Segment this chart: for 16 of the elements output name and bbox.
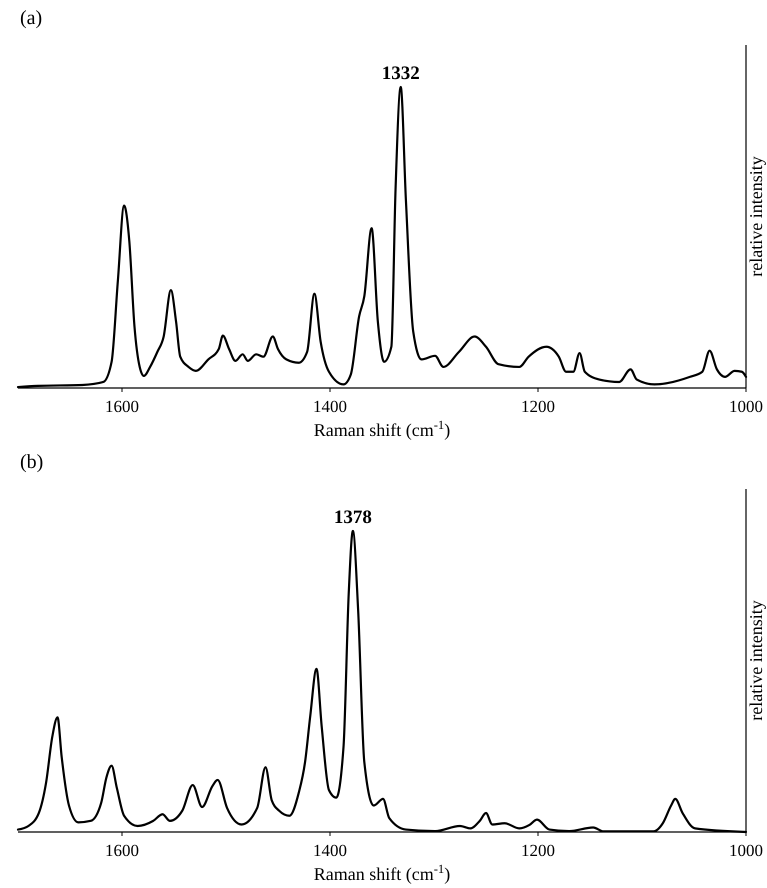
x-tick-label: 1600 (105, 841, 139, 860)
x-tick-label: 1400 (313, 841, 347, 860)
x-tick-label: 1400 (313, 397, 347, 416)
x-tick-label: 1200 (521, 841, 555, 860)
x-tick-label: 1600 (105, 397, 139, 416)
annotation: 1378 (334, 507, 372, 528)
x-tick-label: 1000 (729, 841, 763, 860)
chart-title: (a) (20, 7, 42, 29)
x-axis-title: Raman shift (cm$^{-1}$) (314, 862, 450, 884)
y-axis-title: relative intensity (746, 600, 766, 721)
annotation: 1332 (382, 63, 420, 84)
x-axis-title: Raman shift (cm$^{-1}$) (314, 418, 450, 440)
y-axis-title: relative intensity (746, 156, 766, 277)
chart-title: (b) (20, 451, 44, 473)
x-tick-label: 1000 (729, 397, 763, 416)
x-tick-label: 1200 (521, 397, 555, 416)
